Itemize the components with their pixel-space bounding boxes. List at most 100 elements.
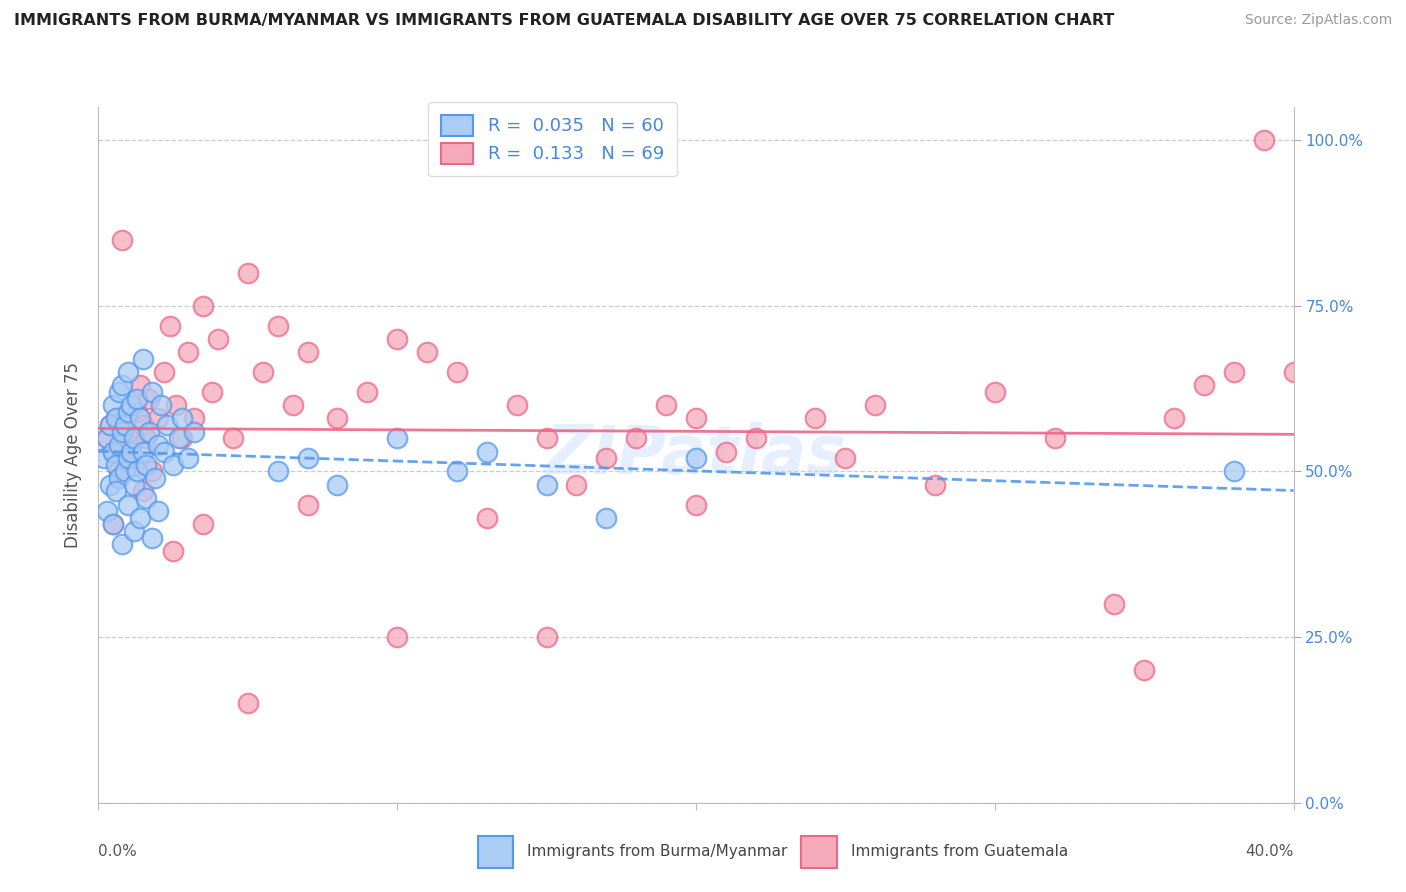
Point	[108, 465, 131, 479]
Point	[96, 431, 118, 445]
Point	[536, 431, 558, 445]
Point	[595, 451, 617, 466]
Point	[141, 384, 163, 399]
Text: Immigrants from Burma/Myanmar: Immigrants from Burma/Myanmar	[527, 845, 787, 859]
Point	[745, 431, 768, 445]
Point	[150, 398, 173, 412]
Point	[177, 345, 200, 359]
Point	[804, 411, 827, 425]
Point	[103, 444, 125, 458]
Point	[129, 511, 152, 525]
Point	[100, 418, 122, 433]
Point	[111, 425, 134, 439]
Point	[111, 537, 134, 551]
Point	[984, 384, 1007, 399]
Text: 0.0%: 0.0%	[98, 845, 138, 859]
Text: IMMIGRANTS FROM BURMA/MYANMAR VS IMMIGRANTS FROM GUATEMALA DISABILITY AGE OVER 7: IMMIGRANTS FROM BURMA/MYANMAR VS IMMIGRA…	[14, 13, 1115, 29]
Point	[120, 398, 142, 412]
Point	[124, 477, 146, 491]
Point	[1133, 663, 1156, 677]
Point	[148, 411, 170, 425]
Point	[129, 378, 152, 392]
Point	[105, 411, 128, 425]
Point	[117, 451, 139, 466]
Point	[135, 458, 157, 472]
Point	[201, 384, 224, 399]
Point	[138, 392, 160, 406]
Point	[222, 431, 245, 445]
Point	[1223, 365, 1246, 379]
Point	[96, 431, 118, 445]
Point	[191, 299, 214, 313]
Point	[177, 451, 200, 466]
Point	[536, 477, 558, 491]
Point	[100, 477, 122, 491]
Point	[536, 630, 558, 644]
Point	[143, 471, 166, 485]
Point	[1223, 465, 1246, 479]
Point	[267, 465, 290, 479]
Point	[1104, 597, 1126, 611]
Point	[236, 266, 259, 280]
Point	[103, 398, 125, 412]
Point	[565, 477, 588, 491]
Point	[120, 444, 142, 458]
Point	[156, 418, 179, 433]
Point	[834, 451, 856, 466]
Point	[117, 498, 139, 512]
Point	[114, 465, 136, 479]
Point	[124, 431, 146, 445]
Point	[207, 332, 229, 346]
Point	[385, 332, 409, 346]
Text: Immigrants from Guatemala: Immigrants from Guatemala	[851, 845, 1069, 859]
Point	[162, 544, 184, 558]
Point	[165, 398, 187, 412]
Point	[326, 411, 349, 425]
Point	[172, 431, 194, 445]
Point	[108, 438, 131, 452]
Point	[685, 451, 707, 466]
Point	[103, 517, 125, 532]
Point	[93, 451, 115, 466]
Point	[127, 405, 149, 419]
Point	[252, 365, 274, 379]
Point	[120, 438, 142, 452]
Point	[281, 398, 304, 412]
Point	[924, 477, 946, 491]
Text: ZIPatlas: ZIPatlas	[546, 422, 846, 488]
Point	[1192, 378, 1215, 392]
Point	[111, 233, 134, 247]
Point	[172, 411, 194, 425]
Point	[356, 384, 378, 399]
Point	[326, 477, 349, 491]
Point	[153, 444, 176, 458]
Point	[124, 524, 146, 538]
Point	[297, 451, 319, 466]
Point	[183, 425, 205, 439]
Point	[865, 398, 887, 412]
Point	[117, 425, 139, 439]
Point	[183, 411, 205, 425]
Point	[108, 471, 131, 485]
Point	[132, 484, 155, 499]
Point	[135, 491, 157, 505]
Point	[103, 444, 125, 458]
Point	[148, 504, 170, 518]
Point	[385, 630, 409, 644]
Point	[446, 465, 468, 479]
Point	[127, 392, 149, 406]
Point	[506, 398, 529, 412]
Point	[655, 398, 678, 412]
Y-axis label: Disability Age Over 75: Disability Age Over 75	[65, 362, 83, 548]
Point	[191, 517, 214, 532]
Point	[141, 531, 163, 545]
Point	[167, 431, 190, 445]
Point	[385, 431, 409, 445]
Point	[96, 504, 118, 518]
Point	[138, 425, 160, 439]
Text: 40.0%: 40.0%	[1246, 845, 1294, 859]
Point	[114, 451, 136, 466]
Point	[475, 444, 498, 458]
Point	[105, 484, 128, 499]
Point	[117, 405, 139, 419]
